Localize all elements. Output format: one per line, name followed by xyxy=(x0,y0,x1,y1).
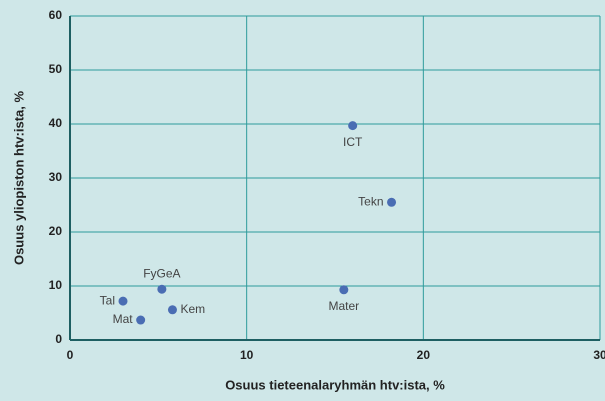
y-tick-label: 20 xyxy=(49,224,63,238)
point-label: Mat xyxy=(113,312,134,326)
point-label: Tekn xyxy=(358,194,383,208)
point-label: FyGeA xyxy=(143,266,180,280)
point xyxy=(118,296,128,306)
y-tick-label: 0 xyxy=(55,332,62,346)
point xyxy=(136,315,146,325)
y-tick-label: 40 xyxy=(49,116,63,130)
point xyxy=(157,284,167,294)
y-axis-label: Osuus yliopiston htv:ista, % xyxy=(11,91,26,266)
y-tick-label: 50 xyxy=(49,62,63,76)
x-tick-label: 10 xyxy=(240,348,254,362)
point-label: Kem xyxy=(180,302,205,316)
x-tick-label: 30 xyxy=(593,348,605,362)
x-axis-label: Osuus tieteenalaryhmän htv:ista, % xyxy=(225,377,445,392)
point xyxy=(339,285,349,295)
point xyxy=(387,197,397,207)
y-tick-label: 30 xyxy=(49,170,63,184)
x-tick-label: 20 xyxy=(417,348,431,362)
point xyxy=(167,305,177,315)
point-label: ICT xyxy=(343,135,363,149)
x-tick-label: 0 xyxy=(67,348,74,362)
point-label: Mater xyxy=(328,299,359,313)
point-label: Tal xyxy=(100,293,115,307)
y-tick-label: 10 xyxy=(49,278,63,292)
y-tick-label: 60 xyxy=(49,8,63,22)
point xyxy=(348,121,358,131)
